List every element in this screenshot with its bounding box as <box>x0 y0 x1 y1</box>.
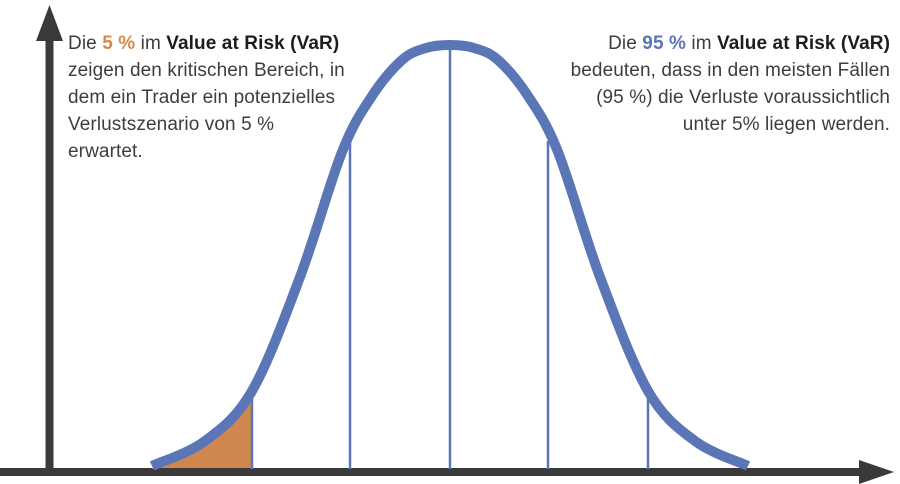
axes <box>0 5 894 484</box>
note-text: im <box>135 33 167 54</box>
sigma-marker-lines <box>250 50 650 469</box>
note-text: Die <box>68 33 103 54</box>
note-5-percent-line4: Verlustszenario von 5 % <box>68 114 275 135</box>
note-95-percent-line1: Die 95 % im Value at Risk (VaR) <box>500 30 890 57</box>
x-axis-arrowhead-icon <box>859 460 894 484</box>
note-5-percent: Die 5 % im Value at Risk (VaR) zeigen de… <box>68 30 370 165</box>
note-95-percent: Die 95 % im Value at Risk (VaR) bedeuten… <box>500 30 890 138</box>
highlight-5-percent: 5 % <box>102 33 136 54</box>
note-5-percent-line3: dem ein Trader ein potenzielles <box>68 87 336 108</box>
note-5-percent-line1: Die 5 % im Value at Risk (VaR) <box>68 30 370 57</box>
var-term-bold: Value at Risk (VaR) <box>717 33 890 54</box>
highlight-95-percent: 95 % <box>642 33 686 54</box>
var-term-bold: Value at Risk (VaR) <box>166 33 340 54</box>
note-text: im <box>686 33 718 54</box>
note-5-percent-line2: zeigen den kritischen Bereich, in <box>68 60 345 81</box>
note-95-percent-line2: bedeuten, dass in den meisten Fällen <box>570 60 890 81</box>
bell-curve <box>149 39 751 471</box>
note-95-percent-line3: (95 %) die Verluste voraussichtlich <box>596 87 890 108</box>
y-axis-arrowhead-icon <box>36 5 63 41</box>
note-5-percent-line5: erwartet. <box>68 141 143 162</box>
note-95-percent-line4: unter 5% liegen werden. <box>682 114 890 135</box>
var-5-percent-tail-fill <box>152 396 252 469</box>
note-text: Die <box>608 33 643 54</box>
